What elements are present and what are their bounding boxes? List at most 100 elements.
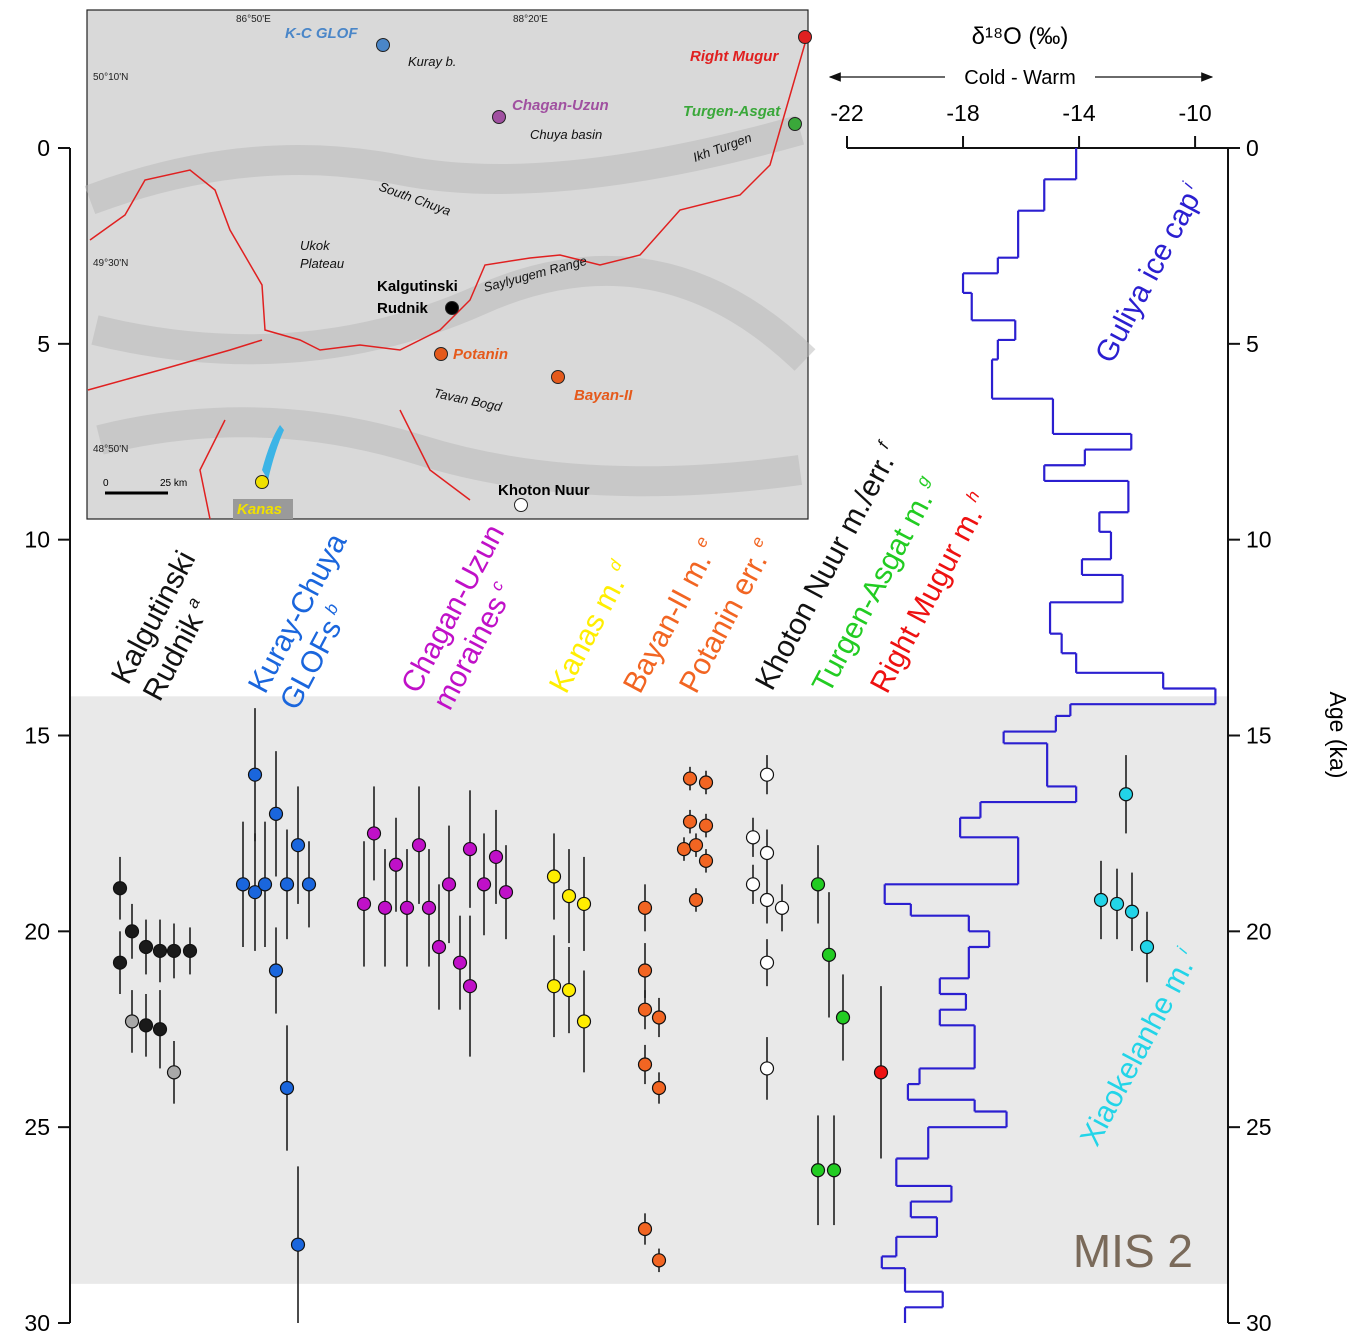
site-label: K-C GLOF [285, 25, 358, 42]
y-axis-label: Age (ka) [1325, 692, 1351, 779]
sample-point [639, 1003, 652, 1016]
group-label: Kuray-ChuyaGLOFsb [242, 528, 385, 715]
sample-point [443, 878, 456, 891]
sample-point [690, 894, 703, 907]
sample-point [423, 901, 436, 914]
sample-point [413, 839, 426, 852]
sample-point [478, 878, 491, 891]
group-label-note: g [912, 472, 933, 490]
group-label-note: a [183, 594, 204, 611]
group-label-note: h [962, 488, 983, 505]
sample-point [126, 925, 139, 938]
shaded-period [70, 696, 1228, 1283]
sample-point [454, 956, 467, 969]
sample-point [401, 901, 414, 914]
x-axis-label: δ¹⁸O (‰) [972, 23, 1069, 50]
y-tick-label: 10 [1246, 527, 1272, 553]
sample-point [259, 878, 272, 891]
sample-point [747, 831, 760, 844]
sample-point [270, 964, 283, 977]
sample-point [237, 878, 250, 891]
sample-point [114, 882, 127, 895]
sample-point [684, 815, 697, 828]
sample-point [653, 1082, 666, 1095]
sample-point [1095, 894, 1108, 907]
figure: MIS 2 K-C GLOF Right Mugur Chagan-Uzun Turge… [0, 0, 1357, 1332]
sample-point [270, 807, 283, 820]
x-tick-label: -18 [946, 100, 979, 126]
sample-point [140, 941, 153, 954]
site-label: Kanas [237, 501, 282, 518]
sample-point [700, 854, 713, 867]
sample-point [464, 843, 477, 856]
group-label-note: f [874, 437, 894, 452]
y-tick-label: 20 [24, 918, 50, 944]
site-label: Bayan-II [574, 387, 633, 404]
site-label: Right Mugur [690, 48, 779, 65]
map-coordinate: 88°20'E [513, 14, 548, 25]
y-tick-label: 5 [37, 331, 50, 357]
group-label-note: e [747, 533, 768, 550]
sample-point [154, 1023, 167, 1036]
map-site [515, 499, 528, 512]
sample-point [114, 956, 127, 969]
site-label-line: Bayan-II [574, 387, 633, 404]
site-label-line: Kanas [237, 501, 282, 518]
site-label-line: Right Mugur [690, 48, 779, 65]
y-tick-label: 15 [24, 723, 50, 749]
sample-point [823, 948, 836, 961]
site-label: Chagan-Uzun [512, 97, 609, 114]
site-label-line: Potanin [453, 346, 508, 363]
sample-point [548, 980, 561, 993]
sample-point [812, 878, 825, 891]
sample-point [249, 768, 262, 781]
sample-point [761, 768, 774, 781]
x-tick-label: -10 [1178, 100, 1211, 126]
group-label: Chagan-Uzunmorainesc [395, 519, 543, 715]
place-label: Chuya basin [530, 127, 602, 142]
scale-label: 25 km [160, 478, 187, 489]
sample-point [690, 839, 703, 852]
y-tick-label: 30 [24, 1310, 50, 1332]
sample-point [168, 1066, 181, 1079]
group-label: KalgutinskiRudnika [105, 546, 234, 706]
sample-point [639, 1058, 652, 1071]
sample-point [776, 901, 789, 914]
sample-point [303, 878, 316, 891]
y-tick-label: 30 [1246, 1310, 1272, 1332]
sample-point [1111, 897, 1124, 910]
sample-point [281, 878, 294, 891]
sample-point [390, 858, 403, 871]
map-site [256, 476, 269, 489]
x-tick-label: -22 [830, 100, 863, 126]
site-label-line: Chagan-Uzun [512, 97, 609, 114]
sample-point [639, 901, 652, 914]
sample-point [1120, 788, 1133, 801]
sample-point [761, 1062, 774, 1075]
map-site [446, 302, 459, 315]
sample-point [653, 1254, 666, 1267]
sample-point [639, 1223, 652, 1236]
y-tick-label: 25 [24, 1114, 50, 1140]
sample-point [837, 1011, 850, 1024]
sample-point [500, 886, 513, 899]
sample-point [684, 772, 697, 785]
map-site [552, 371, 565, 384]
scale-label: 0 [103, 478, 109, 489]
map-site [799, 31, 812, 44]
map-site [789, 118, 802, 131]
y-tick-label: 5 [1246, 331, 1259, 357]
sample-point [1141, 941, 1154, 954]
period-label: MIS 2 [1073, 1225, 1193, 1277]
map-site [493, 111, 506, 124]
group-label-note: c [487, 577, 508, 594]
sample-point [154, 944, 167, 957]
map: K-C GLOF Right Mugur Chagan-Uzun Turgen-Asg… [87, 10, 812, 519]
sample-point [578, 897, 591, 910]
site-label-line: Turgen-Asgat [683, 103, 781, 120]
sample-point [678, 843, 691, 856]
curve-label: Guliya ice capi [1088, 178, 1211, 368]
site-label-line: K-C GLOF [285, 25, 358, 42]
map-coordinate: 50°10'N [93, 72, 128, 83]
place-label-line: Kuray b. [408, 54, 456, 69]
